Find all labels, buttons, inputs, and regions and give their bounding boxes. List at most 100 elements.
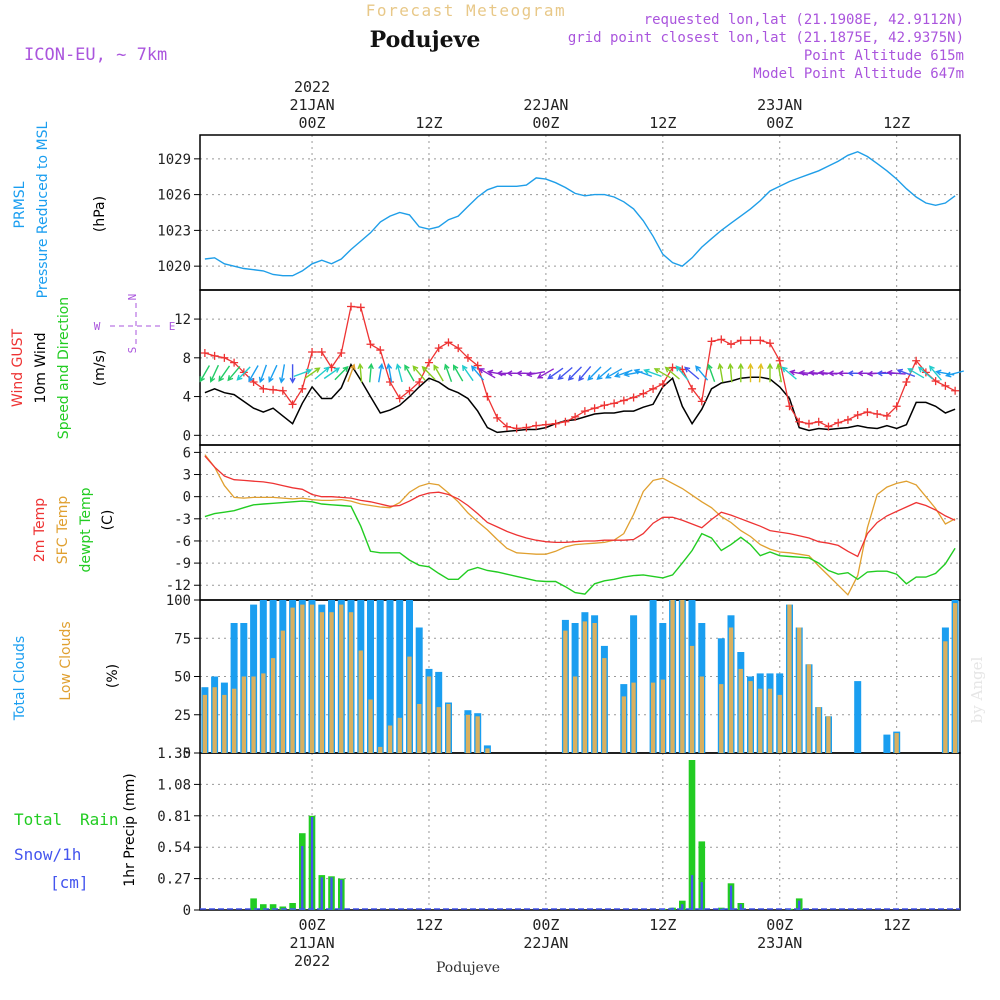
total-cloud-bar (649, 600, 657, 753)
wind-arrow (757, 362, 764, 383)
wind-arrow (944, 370, 964, 378)
low-cloud-bar (290, 607, 295, 753)
wind-arrow (258, 364, 268, 384)
gust-marker (347, 302, 356, 311)
low-cloud-bar (475, 716, 480, 753)
low-cloud-bar (397, 717, 402, 753)
wind-arrow (798, 369, 818, 376)
gust-marker (200, 348, 209, 357)
gust-marker (551, 419, 560, 428)
wind-arrow (304, 367, 321, 380)
low-cloud-bar (728, 627, 734, 753)
footer-location: Podujeve (436, 960, 500, 976)
wind-arrow (347, 363, 356, 383)
gust-marker (756, 336, 765, 345)
date-label-top: 22JAN (523, 96, 568, 114)
gust-marker (717, 335, 726, 344)
total-cloud-bar (883, 734, 891, 753)
panel-frame (199, 444, 961, 601)
location-title: Podujeve (370, 27, 481, 53)
sfc-temp-label: SFC Temp (55, 496, 71, 565)
low-cloud-bar (368, 699, 373, 753)
rain-bar (269, 904, 277, 910)
wind-arrow (557, 366, 573, 381)
y-tick-label: 0 (183, 903, 191, 919)
wind-arrow (896, 368, 916, 378)
wind-arrow (605, 368, 623, 379)
date-label-bottom: 22JAN (523, 934, 568, 952)
total-cloud-bar (854, 681, 862, 753)
wind-arrow (653, 368, 671, 379)
wind-arrow (928, 365, 942, 381)
wind-arrow (917, 366, 934, 380)
y-tick-label: 0.54 (157, 840, 191, 856)
wind10m-line (204, 362, 956, 434)
precip-unit: 1hr Precip (mm) (122, 773, 138, 886)
y-tick-label: 0.27 (157, 872, 191, 888)
low-cloud-bar (797, 627, 802, 753)
wind-arrow (421, 365, 436, 381)
low-cloud-bar (816, 707, 821, 753)
low-cloud-bar (329, 612, 334, 753)
time-tick-top: 12Z (649, 114, 676, 132)
y-tick-label: 100 (166, 593, 191, 609)
low-cloud-bar (806, 664, 812, 753)
low-cloud-bar (631, 682, 636, 753)
gust-marker (804, 419, 813, 428)
gust-marker (269, 385, 278, 394)
time-tick-bottom: 12Z (649, 916, 676, 934)
low-cloud-bar (582, 621, 587, 753)
low-cloud-bar (592, 623, 597, 753)
rain-bar (698, 841, 706, 910)
low-cloud-bar (787, 604, 792, 753)
wind-arrow (209, 364, 220, 383)
low-cloud-bar (738, 668, 743, 753)
date-label-top: 21JAN (289, 96, 334, 114)
gust-marker (688, 384, 697, 393)
snow-bar (798, 900, 801, 910)
low-cloud-bar (621, 696, 626, 753)
y-tick-label: -3 (174, 512, 191, 528)
rain-bar (260, 904, 267, 910)
gust-marker (434, 344, 443, 353)
wind-dir-label: Speed and Direction (56, 297, 72, 439)
gridpoint-coords: grid point closest lon,lat (21.1875E, 42… (568, 30, 964, 46)
gust-marker (834, 418, 843, 427)
low-cloud-bar (680, 600, 685, 753)
gust-marker (902, 378, 911, 387)
gust-marker (395, 394, 404, 403)
gust-marker (249, 378, 258, 387)
gust-marker (590, 404, 599, 413)
low-cloud-bar (417, 704, 422, 753)
low-cloud-bar (232, 688, 237, 753)
low-cloud-bar (261, 673, 266, 753)
wind-arrow (907, 368, 925, 379)
low-cloud-bar (573, 676, 578, 753)
time-tick-bottom: 12Z (883, 916, 910, 934)
time-tick-top: 12Z (415, 114, 442, 132)
dew-temp-line (204, 500, 956, 595)
gust-marker (522, 423, 531, 432)
wind-arrow (357, 362, 364, 383)
wind-arrow (452, 364, 464, 382)
temp2m-line (204, 455, 956, 558)
low-cloud-bar (319, 612, 324, 753)
requested-coords: requested lon,lat (21.1908E, 42.9112N) (644, 12, 964, 28)
gust-marker (814, 417, 823, 426)
wind-arrow (578, 365, 592, 382)
wind-arrow (293, 368, 313, 378)
gust-marker (766, 339, 774, 348)
wind-arrow (218, 365, 231, 382)
gust-marker (658, 379, 667, 388)
gust-marker (230, 358, 239, 367)
snow-unit-label: [cm] (50, 873, 89, 892)
wind-arrow (766, 362, 774, 383)
low-cloud-bar (689, 645, 695, 753)
gust-marker (941, 381, 950, 390)
wind-arrow (334, 365, 349, 381)
wind-arrow (404, 364, 415, 382)
gust-marker (882, 411, 891, 420)
pressure-unit: (hPa) (92, 196, 108, 232)
gust-marker (483, 392, 492, 401)
